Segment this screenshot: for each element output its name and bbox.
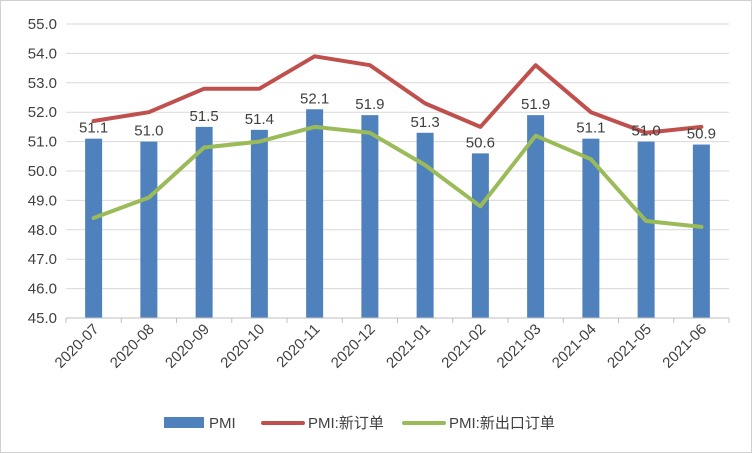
legend-label: PMI:新订单 xyxy=(308,415,384,432)
line-series xyxy=(91,54,704,229)
new-orders-line xyxy=(91,54,704,135)
y-tick-label: 47.0 xyxy=(28,251,57,268)
pmi-bar xyxy=(471,153,489,318)
x-tick-label: 2021-03 xyxy=(493,321,544,372)
y-axis-ticks: 45.0 46.0 47.0 48.0 49.0 50.0 51.0 52.0 53.0 54.0… xyxy=(28,16,57,327)
pmi-bar xyxy=(195,126,213,319)
legend-swatch-pmi xyxy=(164,417,204,428)
bar-series xyxy=(85,109,710,319)
bar-data-label: 50.9 xyxy=(687,126,716,143)
bar-data-label: 51.9 xyxy=(521,96,550,113)
pmi-bar xyxy=(85,138,103,318)
legend-label: PMI xyxy=(209,415,236,432)
bar-data-label: 51.1 xyxy=(576,120,605,137)
bar-data-label: 51.0 xyxy=(134,123,163,140)
legend: PMI PMI:新订单 PMI:新出口订单 xyxy=(164,415,555,432)
pmi-bar xyxy=(250,129,268,318)
x-tick-label: 2021-04 xyxy=(549,321,600,372)
bar-data-label: 50.6 xyxy=(466,134,495,151)
y-tick-label: 55.0 xyxy=(28,16,57,33)
y-tick-label: 50.0 xyxy=(28,163,57,180)
gridlines xyxy=(66,23,729,319)
bar-data-label: 51.5 xyxy=(190,108,219,125)
y-tick-label: 53.0 xyxy=(28,75,57,92)
x-tick-label: 2020-10 xyxy=(217,321,268,372)
pmi-bar xyxy=(306,109,324,318)
bar-data-label: 51.4 xyxy=(245,111,274,128)
x-tick-label: 2020-07 xyxy=(51,321,102,372)
pmi-bar xyxy=(527,115,545,318)
x-axis-ticks: 2020-07 2020-08 2020-09 2020-10 2020-11 2020-… xyxy=(51,317,730,372)
x-tick-label: 2020-09 xyxy=(162,321,213,372)
y-tick-label: 51.0 xyxy=(28,134,57,151)
y-tick-label: 54.0 xyxy=(28,45,57,62)
x-tick-label: 2021-01 xyxy=(383,321,434,372)
x-tick-label: 2021-05 xyxy=(604,321,655,372)
y-tick-label: 45.0 xyxy=(28,310,57,327)
bar-data-label: 51.9 xyxy=(355,96,384,113)
pmi-bar xyxy=(416,132,434,318)
x-tick-label: 2020-08 xyxy=(107,321,158,372)
bar-data-label: 51.0 xyxy=(632,123,661,140)
x-tick-label: 2020-12 xyxy=(328,321,379,372)
y-tick-label: 52.0 xyxy=(28,104,57,121)
y-tick-label: 48.0 xyxy=(28,222,57,239)
pmi-bar xyxy=(637,141,655,318)
pmi-bar xyxy=(361,115,379,318)
legend-label: PMI:新出口订单 xyxy=(449,415,555,432)
pmi-bar xyxy=(692,144,710,318)
pmi-bar xyxy=(582,138,600,318)
bar-data-label: 52.1 xyxy=(300,90,329,107)
bar-data-label: 51.3 xyxy=(411,114,440,131)
new-export-orders-line xyxy=(91,124,704,229)
data-labels: 51.1 51.0 51.5 51.4 52.1 51.9 51.3 50.6 51.9 51.1… xyxy=(79,90,716,151)
x-tick-label: 2021-02 xyxy=(438,321,489,372)
x-tick-label: 2020-11 xyxy=(273,321,323,371)
y-tick-label: 49.0 xyxy=(28,192,57,209)
bar-data-label: 51.1 xyxy=(79,120,108,137)
x-tick-label: 2021-06 xyxy=(659,321,710,372)
pmi-bar xyxy=(140,141,158,318)
y-tick-label: 46.0 xyxy=(28,281,57,298)
